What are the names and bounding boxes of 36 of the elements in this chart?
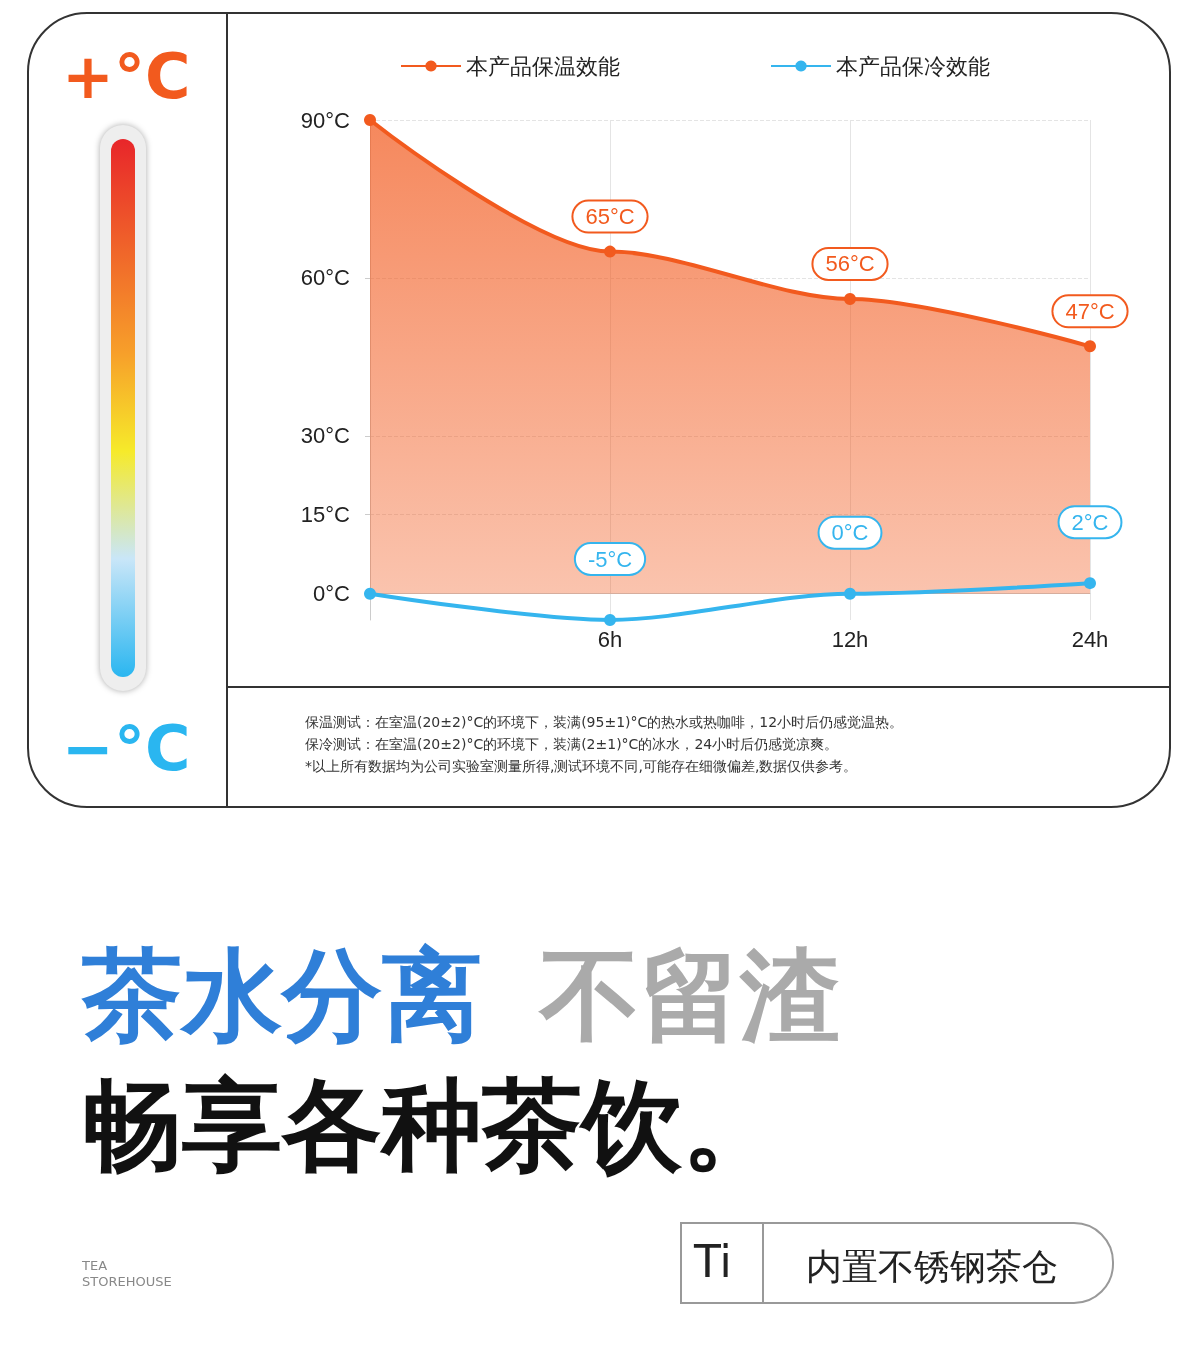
point: [1084, 577, 1096, 590]
y-tick-label: 30°C: [300, 423, 351, 449]
text: 内置不锈钢茶仓: [806, 1245, 1058, 1289]
x-tick-label: 12h: [831, 626, 869, 652]
point: [364, 114, 376, 126]
data-label: -5°C: [587, 546, 633, 572]
data-label: 56°C: [825, 251, 875, 277]
data-label: 2°C: [1071, 509, 1109, 535]
data-label: 65°C: [585, 204, 635, 230]
point: [604, 245, 616, 258]
text: 保温测试：在室温(20±2)°C的环境下，装满(95±1)°C的热水或热咖啡，12小时后仍感觉温热。: [305, 714, 904, 732]
point: [604, 614, 616, 626]
text: Ti: [694, 1236, 732, 1287]
point: [1084, 340, 1096, 353]
data-label: 0°C: [831, 520, 869, 546]
x-tick-label: 24h: [1071, 626, 1109, 652]
text: 保冷测试：在室温(20±2)°C的环境下，装满(2±1)°C的冰水，24小时后仍感觉凉爽。: [305, 736, 839, 754]
y-tick-label: 60°C: [300, 265, 351, 291]
text: 畅享各种茶饮。: [82, 1066, 782, 1186]
text: 不留渣: [540, 936, 840, 1056]
y-tick-label: 0°C: [313, 581, 351, 607]
y-tick-label: 15°C: [300, 502, 351, 528]
x-tick-label: 6h: [597, 626, 623, 652]
text: STOREHOUSE: [82, 1274, 172, 1289]
y-tick-label: 90°C: [300, 107, 351, 133]
legend-label: 本产品保冷效能: [836, 53, 990, 79]
text: *以上所有数据均为公司实验室测量所得,测试环境不同,可能存在细微偏差,数据仅供参考。: [305, 758, 858, 776]
point: [844, 587, 856, 600]
legend-label: 本产品保温效能: [466, 53, 620, 79]
text: 茶水分离: [82, 936, 482, 1056]
data-label: 47°C: [1065, 298, 1115, 324]
point: [844, 292, 856, 305]
text: −°C: [62, 712, 191, 785]
text: +°C: [62, 40, 191, 113]
text: TEA: [82, 1258, 108, 1273]
point: [364, 587, 376, 600]
